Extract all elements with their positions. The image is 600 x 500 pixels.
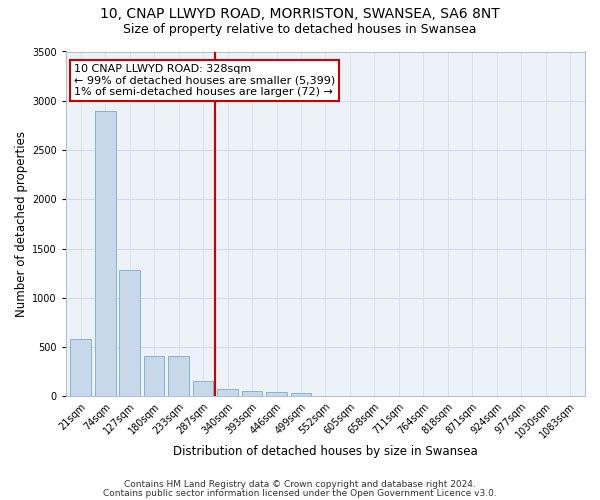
Text: 10 CNAP LLWYD ROAD: 328sqm
← 99% of detached houses are smaller (5,399)
1% of se: 10 CNAP LLWYD ROAD: 328sqm ← 99% of deta… bbox=[74, 64, 335, 97]
Bar bbox=[143, 356, 164, 397]
Bar bbox=[242, 391, 262, 396]
Text: 10, CNAP LLWYD ROAD, MORRISTON, SWANSEA, SA6 8NT: 10, CNAP LLWYD ROAD, MORRISTON, SWANSEA,… bbox=[100, 8, 500, 22]
Bar bbox=[95, 110, 116, 397]
Text: Size of property relative to detached houses in Swansea: Size of property relative to detached ho… bbox=[123, 22, 477, 36]
Bar bbox=[217, 389, 238, 396]
Text: Contains public sector information licensed under the Open Government Licence v3: Contains public sector information licen… bbox=[103, 489, 497, 498]
Bar bbox=[290, 394, 311, 396]
Text: Contains HM Land Registry data © Crown copyright and database right 2024.: Contains HM Land Registry data © Crown c… bbox=[124, 480, 476, 489]
Bar bbox=[119, 270, 140, 396]
Bar bbox=[70, 339, 91, 396]
Y-axis label: Number of detached properties: Number of detached properties bbox=[15, 131, 28, 317]
Bar bbox=[266, 392, 287, 396]
Bar bbox=[193, 380, 214, 396]
Bar bbox=[168, 356, 189, 397]
X-axis label: Distribution of detached houses by size in Swansea: Distribution of detached houses by size … bbox=[173, 444, 478, 458]
